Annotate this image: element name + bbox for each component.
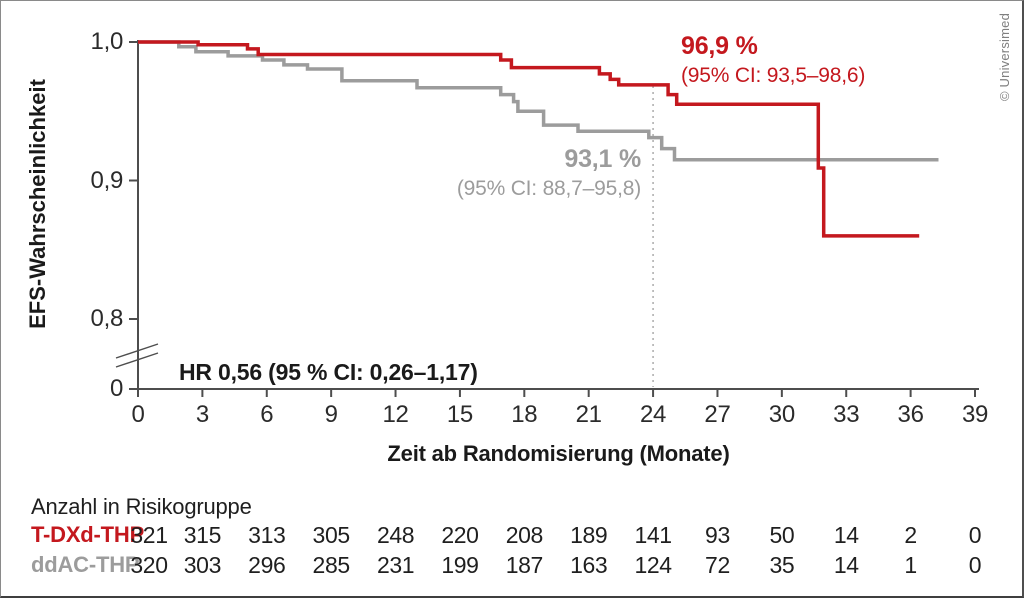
y-tick-label: 0 bbox=[109, 375, 123, 402]
hazard-ratio-annotation: HR 0,56 (95 % CI: 0,26–1,17) bbox=[179, 359, 478, 385]
x-tick-label: 39 bbox=[961, 401, 989, 428]
ddac-landmark-ci: (95% CI: 88,7–95,8) bbox=[456, 177, 641, 200]
risk-cell: 0 bbox=[968, 552, 982, 578]
risk-cell: 187 bbox=[505, 552, 544, 578]
risk-cell: 93 bbox=[705, 522, 730, 548]
x-tick-label: 0 bbox=[131, 401, 145, 428]
risk-cell: 189 bbox=[570, 522, 608, 548]
tdxd-landmark-value: 96,9 % bbox=[681, 32, 758, 60]
risk-cell: 141 bbox=[634, 522, 672, 548]
axis-break-slash bbox=[115, 352, 159, 368]
x-axis-title: Zeit ab Randomisierung (Monate) bbox=[387, 441, 730, 466]
risk-cell: 208 bbox=[505, 522, 544, 548]
x-tick-label: 33 bbox=[833, 401, 860, 428]
x-tick-label: 6 bbox=[260, 401, 274, 428]
risk-cell: 231 bbox=[376, 552, 415, 578]
risk-cell: 14 bbox=[833, 522, 859, 548]
ddac-landmark-value: 93,1 % bbox=[564, 145, 641, 173]
x-tick-label: 18 bbox=[511, 401, 538, 428]
y-tick-label: 1,0 bbox=[90, 28, 124, 55]
risk-cell: 2 bbox=[904, 522, 917, 548]
x-tick-label: 36 bbox=[897, 401, 924, 428]
risk-cell: 305 bbox=[312, 522, 351, 548]
risk-cell: 303 bbox=[183, 552, 222, 578]
risk-cell: 296 bbox=[248, 552, 286, 578]
copyright-credit: © Universimed bbox=[997, 12, 1012, 102]
risk-cell: 315 bbox=[183, 522, 222, 548]
y-tick-label: 0,8 bbox=[90, 305, 124, 332]
risk-cell: 50 bbox=[769, 522, 795, 548]
x-tick-label: 9 bbox=[324, 401, 338, 428]
km-curve-ddac-thp bbox=[138, 40, 939, 162]
risk-cell: 285 bbox=[312, 552, 351, 578]
tdxd-landmark-ci: (95% CI: 93,5–98,6) bbox=[681, 64, 866, 87]
risk-row-label-ddac-thp: ddAC-THP bbox=[31, 552, 140, 577]
risk-row-label-t-dxd-thp: T-DXd-THP bbox=[31, 522, 145, 547]
risk-table-title: Anzahl in Risikogruppe bbox=[31, 494, 252, 519]
y-tick-label: 0,9 bbox=[90, 166, 124, 194]
risk-cell: 72 bbox=[705, 552, 730, 578]
risk-cell: 321 bbox=[130, 522, 168, 548]
annotation-ddac-landmark: 93,1 % (95% CI: 88,7–95,8) bbox=[341, 145, 641, 201]
km-curve-t-dxd-thp bbox=[138, 40, 920, 238]
risk-cell: 220 bbox=[441, 522, 479, 548]
risk-cell: 313 bbox=[248, 522, 286, 548]
x-tick-label: 30 bbox=[768, 401, 795, 428]
risk-cell: 199 bbox=[441, 552, 479, 578]
annotation-tdxd-landmark: 96,9 % (95% CI: 93,5–98,6) bbox=[681, 32, 865, 88]
risk-cell: 1 bbox=[904, 552, 917, 578]
risk-cell: 163 bbox=[570, 552, 608, 578]
x-tick-label: 3 bbox=[195, 401, 209, 428]
risk-cell: 320 bbox=[130, 552, 168, 578]
risk-cell: 14 bbox=[833, 552, 859, 578]
risk-cell: 124 bbox=[634, 552, 672, 578]
x-tick-label: 27 bbox=[704, 401, 731, 428]
x-tick-label: 12 bbox=[382, 401, 409, 428]
x-tick-label: 24 bbox=[640, 401, 667, 428]
risk-cell: 0 bbox=[968, 522, 982, 548]
risk-cell: 248 bbox=[376, 522, 415, 548]
x-tick-label: 21 bbox=[575, 401, 602, 428]
x-tick-label: 15 bbox=[446, 401, 473, 428]
risk-cell: 35 bbox=[769, 552, 795, 578]
axis-break-slash bbox=[115, 343, 159, 359]
